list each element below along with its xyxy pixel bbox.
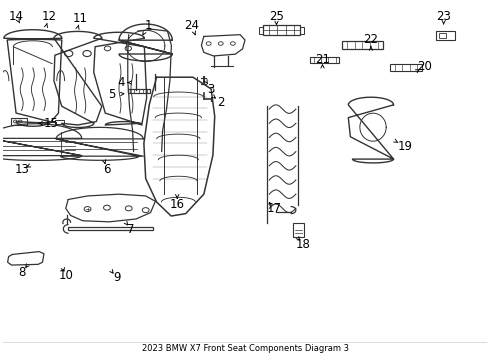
Bar [11, 118, 27, 125]
Text: 21: 21 [315, 53, 330, 66]
Bar [55, 120, 64, 123]
Text: 10: 10 [58, 269, 73, 282]
Text: 8: 8 [19, 266, 26, 279]
Text: 11: 11 [73, 12, 88, 25]
Text: 9: 9 [113, 271, 121, 284]
Bar [300, 27, 304, 33]
Text: 16: 16 [170, 198, 185, 211]
Bar [128, 89, 149, 93]
Text: 19: 19 [397, 140, 413, 153]
Text: 18: 18 [295, 238, 311, 251]
Text: 5: 5 [108, 89, 116, 102]
Text: 25: 25 [269, 10, 284, 23]
Text: 14: 14 [9, 10, 24, 23]
Bar [294, 223, 304, 237]
Text: 20: 20 [417, 60, 432, 73]
Text: 23: 23 [436, 10, 451, 23]
Text: 2: 2 [217, 95, 224, 108]
Text: 7: 7 [127, 223, 135, 236]
Bar [68, 228, 153, 230]
Text: 1: 1 [145, 19, 152, 32]
Bar [264, 25, 300, 35]
Text: 24: 24 [184, 19, 199, 32]
Text: 15: 15 [44, 117, 59, 130]
Bar [259, 27, 264, 33]
Text: 4: 4 [118, 76, 125, 89]
Bar [439, 33, 446, 38]
Bar [310, 57, 340, 63]
Text: 2023 BMW X7 Front Seat Components Diagram 3: 2023 BMW X7 Front Seat Components Diagra… [142, 344, 348, 353]
Text: 13: 13 [15, 163, 29, 176]
Text: 22: 22 [364, 33, 378, 46]
Text: 6: 6 [103, 163, 111, 176]
Text: 17: 17 [267, 202, 282, 215]
Text: 3: 3 [207, 83, 215, 96]
Bar [342, 41, 383, 49]
Bar [391, 64, 422, 71]
Text: 12: 12 [41, 10, 56, 23]
Bar [437, 31, 455, 40]
